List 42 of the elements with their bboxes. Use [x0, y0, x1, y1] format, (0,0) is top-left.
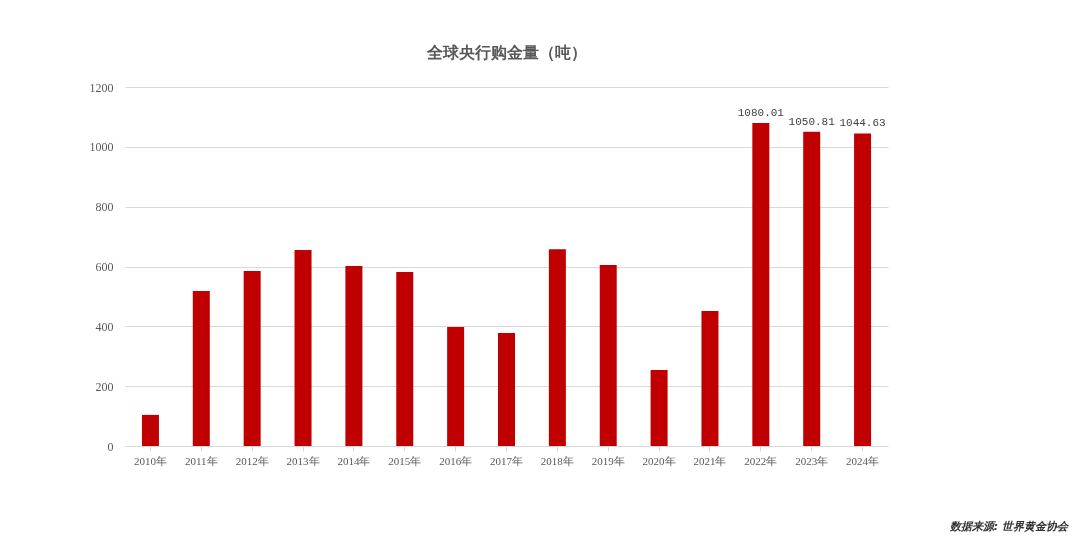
bar: [854, 133, 872, 446]
bar: [701, 311, 719, 446]
data-label: 1044.63: [839, 117, 886, 130]
bar: [650, 370, 668, 446]
y-tick-label: 600: [95, 260, 114, 274]
data-label: 1080.01: [737, 106, 785, 119]
x-tick-label: 2017年: [490, 454, 523, 467]
x-tick-label: 2019年: [591, 454, 625, 467]
y-tick-label: 1000: [89, 140, 114, 155]
bar: [396, 271, 414, 446]
x-tick-label: 2011年: [185, 454, 218, 467]
x-tick-label: 2023年: [795, 454, 829, 467]
x-tick-label: 2024年: [846, 454, 880, 467]
chart-title: 全球央行购金量（吨）: [425, 43, 587, 62]
bar: [192, 291, 210, 446]
x-tick-label: 2013年: [286, 454, 320, 467]
x-tick-label: 2015年: [388, 454, 422, 467]
x-tick-label: 2012年: [235, 454, 269, 467]
bar: [803, 131, 821, 446]
x-tick-label: 2014年: [337, 454, 371, 467]
y-tick-label: 800: [95, 200, 114, 215]
bar: [447, 326, 465, 446]
bar: [599, 265, 617, 446]
data-label: 1050.81: [788, 115, 836, 128]
bar: [294, 250, 312, 446]
x-tick-label: 2020年: [642, 454, 676, 467]
bar: [752, 122, 770, 446]
y-tick-label: 400: [95, 319, 114, 334]
x-tick-label: 2022年: [744, 454, 778, 467]
bar: [498, 332, 515, 446]
bar: [141, 414, 159, 446]
x-tick-label: 2016年: [439, 454, 473, 467]
y-tick-label: 1200: [89, 80, 114, 95]
x-tick-label: 2021年: [693, 454, 727, 467]
source-note: 数据来源: 世界黄金协会: [948, 520, 1070, 533]
bar: [243, 270, 261, 446]
bar: [345, 265, 363, 446]
y-tick-label: 0: [107, 439, 114, 454]
bar: [548, 249, 566, 446]
x-tick-label: 2018年: [540, 454, 574, 467]
y-tick-label: 200: [95, 379, 114, 394]
x-tick-label: 2010年: [133, 454, 167, 467]
